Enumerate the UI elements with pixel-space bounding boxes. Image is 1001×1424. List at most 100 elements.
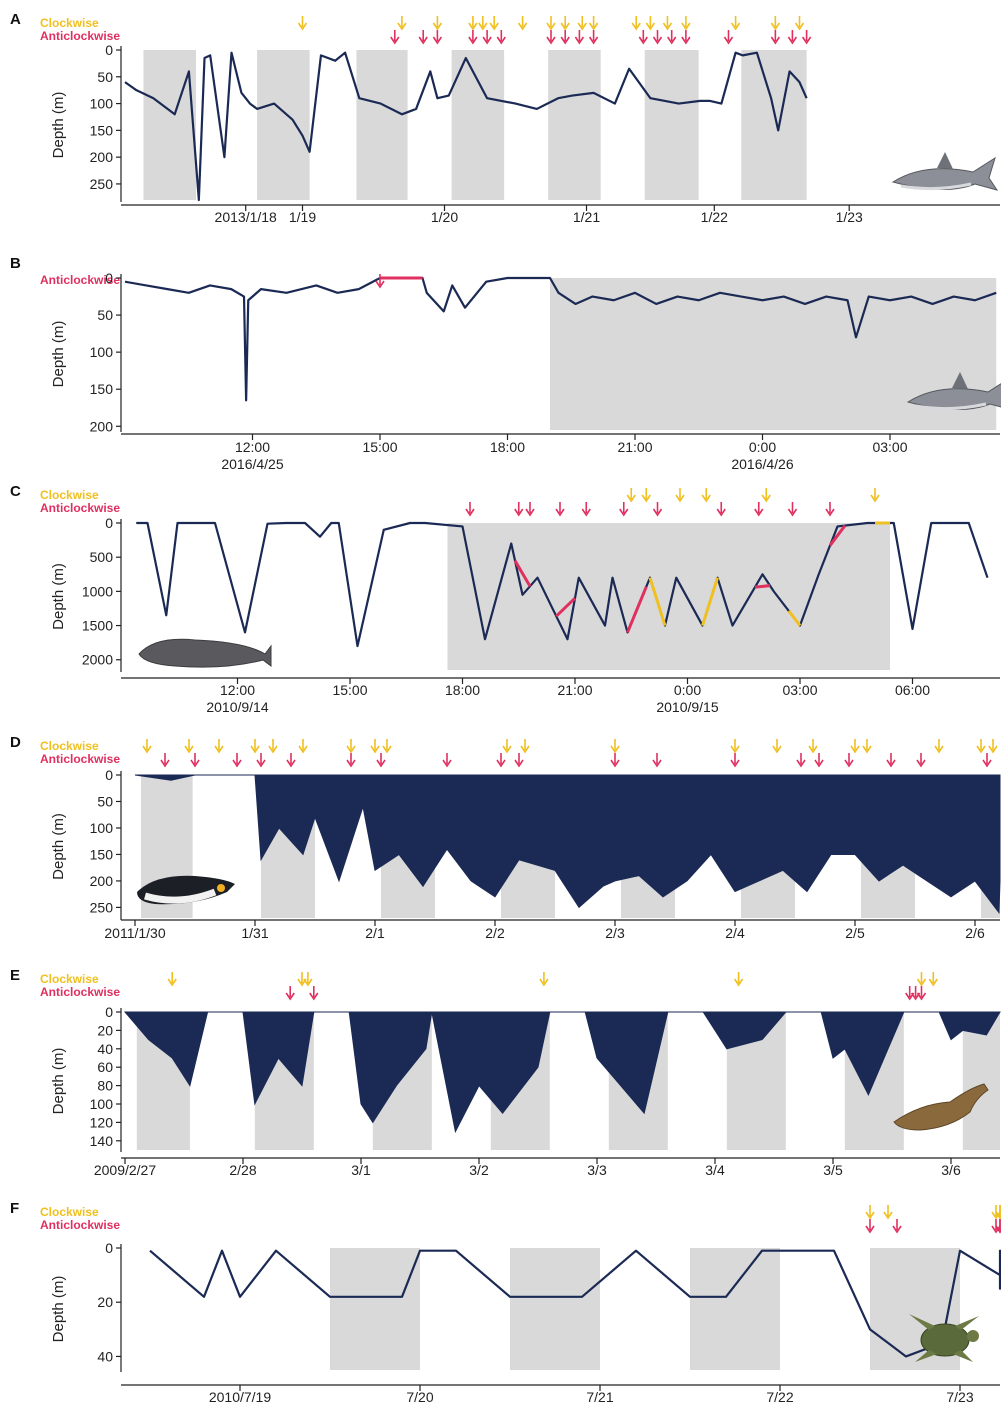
panel-a-x-tick-label: 1/20 — [431, 209, 458, 225]
panel-d-clockwise-arrow-head — [730, 745, 740, 754]
panel-c-clockwise-arrow — [641, 488, 651, 503]
panel-d-anticlockwise-arrow — [844, 753, 854, 768]
panel-d-anticlockwise-arrow-head — [376, 759, 386, 768]
panel-e-clockwise-arrow — [539, 972, 549, 987]
panel-f-x-tick-label: 7/20 — [406, 1389, 433, 1405]
panel-a-y-tick-label: 150 — [90, 122, 114, 138]
panel-e-y-tick-label: 0 — [105, 1004, 113, 1020]
panel-b-y-axis-title: Depth (m) — [50, 321, 67, 388]
panel-a-y-tick-label: 200 — [90, 149, 114, 165]
panel-a-anticlockwise-arrow-head — [681, 36, 691, 45]
panel-e-clockwise-arrow — [928, 972, 938, 987]
panel-a-clockwise-arrow — [297, 16, 308, 31]
panel-a-clockwise-arrow-head — [468, 22, 478, 31]
panel-c-anticlockwise-arrow — [716, 502, 726, 517]
sea-lion-body-shape — [893, 1083, 989, 1131]
panel-c-y-tick-label: 2000 — [82, 652, 113, 668]
panel-d-clockwise-arrow — [988, 739, 998, 754]
panel-f-anticlockwise-arrow — [995, 1219, 1001, 1234]
panel-c-clockwise-arrow — [761, 488, 771, 503]
panel-d-y-tick-label: 100 — [90, 820, 114, 836]
panel-a-y-tick-label: 50 — [97, 69, 113, 85]
panel-d-clockwise-arrow-head — [142, 745, 152, 754]
panel-a-anticlockwise-arrow-head — [468, 36, 478, 45]
sea-lion-icon — [893, 1083, 989, 1131]
panel-d-clockwise-arrow-head — [520, 745, 530, 754]
panel-a-anticlockwise-arrow — [801, 30, 812, 45]
panel-f-x-tick-label: 2010/7/19 — [209, 1389, 271, 1405]
panel-d-anticlockwise-arrow-head — [346, 759, 356, 768]
panel-c-anticlockwise-arrow-head — [787, 508, 798, 517]
penguin-belly-shape — [144, 888, 217, 904]
panel-e-clockwise-arrow-head — [916, 978, 927, 987]
panel-a-legend-anticlockwise: Anticlockwise — [40, 29, 120, 43]
panel-c-rotation-segment — [701, 577, 719, 627]
panel-c-anticlockwise-arrow — [619, 502, 629, 517]
panel-c-anticlockwise-arrow-head — [825, 508, 835, 517]
panel-a-anticlockwise-arrow-head — [667, 36, 677, 45]
panel-a-anticlockwise-arrow — [770, 30, 781, 45]
panel-e-clockwise-arrow-head — [539, 978, 549, 987]
panel-c-letter: C — [10, 483, 21, 500]
panel-d-legend-clockwise: Clockwise — [40, 739, 99, 753]
panel-d-anticlockwise-arrow-head — [514, 759, 524, 768]
panel-c-rotation-segment — [513, 559, 532, 588]
panel-a-clockwise-arrow-head — [794, 22, 805, 31]
panel-f-night-band — [690, 1248, 780, 1370]
panel-d-x-tick-label: 2/5 — [845, 925, 865, 941]
panel-c-clockwise-arrow-head — [761, 494, 771, 503]
panel-b-x-tick-label: 18:00 — [490, 439, 525, 455]
panel-c-rotation-segment — [787, 609, 802, 627]
panel-d-clockwise-arrow — [520, 739, 530, 754]
panel-b-y-tick-label: 200 — [90, 418, 114, 434]
panel-c-anticlockwise-arrow-head — [619, 508, 629, 517]
panel-d-anticlockwise-arrow-head — [916, 759, 926, 768]
panel-f-anticlockwise-arrow-head — [995, 1225, 1001, 1234]
panel-b-y-tick-label: 0 — [105, 270, 113, 286]
panel-d-clockwise-arrow — [214, 739, 224, 754]
panel-c-y-tick-label: 500 — [90, 549, 114, 565]
panel-e-anticlockwise-arrow-head — [285, 992, 295, 1001]
panel-d-clockwise-arrow — [250, 739, 260, 754]
panel-e-depth-area — [123, 1011, 1001, 1134]
panel-e-x-tick-label: 3/6 — [941, 1162, 961, 1178]
panel-a-x-tick-label: 1/23 — [836, 209, 863, 225]
panel-d-anticlockwise-arrow — [346, 753, 356, 768]
panel-c-clockwise-arrow-head — [701, 494, 711, 503]
panel-d-clockwise-arrow — [382, 739, 392, 754]
panel-a-clockwise-arrow-head — [662, 22, 673, 31]
panel-d-clockwise-arrow — [142, 739, 152, 754]
panel-a-anticlockwise-arrow-head — [787, 36, 798, 45]
panel-c-anticlockwise-arrow-head — [465, 508, 475, 517]
panel-d-anticlockwise-arrow-head — [232, 759, 242, 768]
shark-fin-shape — [937, 152, 953, 169]
panel-d-anticlockwise-arrow-head — [652, 759, 662, 768]
turtle-head-shape — [967, 1330, 979, 1342]
panel-c-anticlockwise-arrow-head — [754, 508, 764, 517]
panel-f-y-tick-label: 20 — [97, 1294, 113, 1310]
panel-d-anticlockwise-arrow-head — [256, 759, 266, 768]
panel-a-anticlockwise-arrow-head — [588, 36, 599, 45]
panel-d-y-tick-label: 50 — [97, 793, 113, 809]
panel-a-night-band — [257, 50, 310, 200]
panel-e-clockwise-arrow-head — [303, 978, 313, 987]
panel-e-clockwise-arrow — [297, 972, 307, 987]
panel-d-clockwise-arrow — [934, 739, 944, 754]
panel-d-clockwise-arrow-head — [976, 745, 986, 754]
panel-c-clockwise-arrow — [870, 488, 880, 503]
panel-a-anticlockwise-arrow-head — [574, 36, 585, 45]
panel-a-clockwise-arrow-head — [489, 22, 499, 31]
panel-e-clockwise-arrow-head — [928, 978, 938, 987]
panel-c-anticlockwise-arrow-head — [652, 508, 663, 517]
panel-c-x-tick-label: 15:00 — [332, 682, 367, 698]
panel-e-anticlockwise-arrow — [309, 986, 319, 1001]
panel-d-clockwise-arrow-head — [502, 745, 512, 754]
panel-f-clockwise-arrow — [865, 1205, 875, 1220]
panel-a-anticlockwise-arrow-head — [546, 36, 556, 45]
turtle-flippers-shape — [909, 1314, 979, 1362]
panel-b-x-tick-label: 0:00 — [749, 439, 776, 455]
panel-e-clockwise-arrow-head — [167, 978, 177, 987]
panel-c-clockwise-arrow — [626, 488, 636, 503]
panel-a-anticlockwise-arrow — [723, 30, 734, 45]
